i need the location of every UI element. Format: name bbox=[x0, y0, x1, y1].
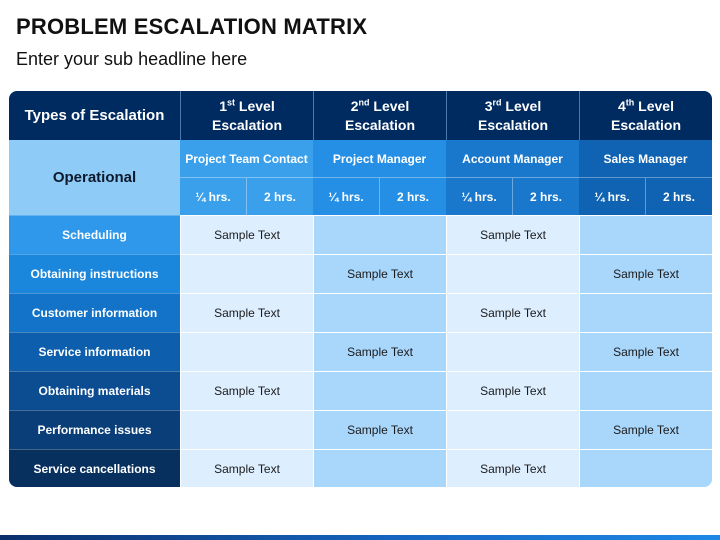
matrix-cell-r5-c2 bbox=[313, 371, 446, 410]
row-label-6: Performance issues bbox=[9, 410, 180, 449]
header-types-of-escalation: Types of Escalation bbox=[9, 91, 180, 140]
matrix-cell-r6-c3 bbox=[446, 410, 579, 449]
matrix-cell-r2-c1 bbox=[180, 254, 313, 293]
level-4-subtitle: Escalation bbox=[610, 116, 682, 133]
matrix-cell-r2-c4: Sample Text bbox=[579, 254, 712, 293]
time-group-4: ¼ hrs. 2 hrs. bbox=[579, 177, 712, 215]
matrix-cell-r1-c1: Sample Text bbox=[180, 215, 313, 254]
matrix-cell-r7-c4 bbox=[579, 449, 712, 487]
matrix-cell-r3-c4 bbox=[579, 293, 712, 332]
row-label-3: Customer information bbox=[9, 293, 180, 332]
level-3-word: Level bbox=[501, 97, 542, 114]
time-cell-2: 2 hrs. bbox=[246, 177, 313, 215]
header-level-2: 2nd Level Escalation bbox=[313, 91, 446, 140]
level-1-word: Level bbox=[235, 97, 275, 114]
time-group-1: ¼ hrs. 2 hrs. bbox=[180, 177, 313, 215]
level-3-subtitle: Escalation bbox=[477, 116, 549, 133]
matrix-cell-r7-c2 bbox=[313, 449, 446, 487]
matrix-cell-r4-c4: Sample Text bbox=[579, 332, 712, 371]
row-label-5: Obtaining materials bbox=[9, 371, 180, 410]
time-cell-4: 2 hrs. bbox=[379, 177, 446, 215]
matrix-cell-r3-c1: Sample Text bbox=[180, 293, 313, 332]
level-2-word: Level bbox=[369, 97, 410, 114]
role-header-1: Project Team Contact bbox=[180, 140, 313, 177]
matrix-cell-r3-c3: Sample Text bbox=[446, 293, 579, 332]
matrix-cell-r1-c2 bbox=[313, 215, 446, 254]
role-header-2: Project Manager bbox=[313, 140, 446, 177]
time-cell-8: 2 hrs. bbox=[645, 177, 712, 215]
matrix-cell-r1-c4 bbox=[579, 215, 712, 254]
level-2-subtitle: Escalation bbox=[344, 116, 416, 133]
header-level-4: 4th Level Escalation bbox=[579, 91, 712, 140]
level-2-suffix: nd bbox=[358, 96, 370, 107]
role-header-3: Account Manager bbox=[446, 140, 579, 177]
row-label-4: Service information bbox=[9, 332, 180, 371]
footer-accent-bar bbox=[0, 535, 720, 540]
operational-label: Operational bbox=[9, 140, 180, 215]
matrix-cell-r5-c3: Sample Text bbox=[446, 371, 579, 410]
time-group-3: ¼ hrs. 2 hrs. bbox=[446, 177, 579, 215]
level-4-suffix: th bbox=[625, 96, 635, 107]
row-label-2: Obtaining instructions bbox=[9, 254, 180, 293]
matrix-cell-r7-c3: Sample Text bbox=[446, 449, 579, 487]
matrix-cell-r4-c2: Sample Text bbox=[313, 332, 446, 371]
matrix-cell-r2-c2: Sample Text bbox=[313, 254, 446, 293]
row-label-7: Service cancellations bbox=[9, 449, 180, 487]
header-level-3: 3rd Level Escalation bbox=[446, 91, 579, 140]
level-2-number: 2 bbox=[350, 97, 359, 114]
matrix-cell-r5-c1: Sample Text bbox=[180, 371, 313, 410]
header-level-1: 1st Level Escalation bbox=[180, 91, 313, 140]
matrix-cell-r2-c3 bbox=[446, 254, 579, 293]
time-cell-6: 2 hrs. bbox=[512, 177, 579, 215]
escalation-matrix-table: Types of Escalation 1st Level Escalation… bbox=[9, 91, 712, 487]
matrix-cell-r6-c2: Sample Text bbox=[313, 410, 446, 449]
matrix-cell-r7-c1: Sample Text bbox=[180, 449, 313, 487]
matrix-cell-r4-c1 bbox=[180, 332, 313, 371]
matrix-cell-r3-c2 bbox=[313, 293, 446, 332]
role-header-4: Sales Manager bbox=[579, 140, 712, 177]
level-3-number: 3 bbox=[484, 97, 493, 114]
level-1-subtitle: Escalation bbox=[211, 116, 283, 133]
level-1-suffix: st bbox=[227, 96, 236, 107]
matrix-cell-r6-c1 bbox=[180, 410, 313, 449]
time-group-2: ¼ hrs. 2 hrs. bbox=[313, 177, 446, 215]
level-1-number: 1 bbox=[219, 97, 228, 114]
slide-subtitle: Enter your sub headline here bbox=[16, 49, 248, 69]
matrix-cell-r1-c3: Sample Text bbox=[446, 215, 579, 254]
slide-title: PROBLEM ESCALATION MATRIX bbox=[16, 14, 368, 39]
matrix-cell-r5-c4 bbox=[579, 371, 712, 410]
level-3-suffix: rd bbox=[492, 96, 502, 107]
time-cell-3: ¼ hrs. bbox=[313, 177, 379, 215]
level-4-number: 4 bbox=[618, 97, 626, 114]
time-cell-5: ¼ hrs. bbox=[446, 177, 512, 215]
matrix-cell-r6-c4: Sample Text bbox=[579, 410, 712, 449]
level-4-word: Level bbox=[634, 97, 674, 114]
row-label-1: Scheduling bbox=[9, 215, 180, 254]
time-cell-1: ¼ hrs. bbox=[180, 177, 246, 215]
time-cell-7: ¼ hrs. bbox=[579, 177, 645, 215]
matrix-cell-r4-c3 bbox=[446, 332, 579, 371]
